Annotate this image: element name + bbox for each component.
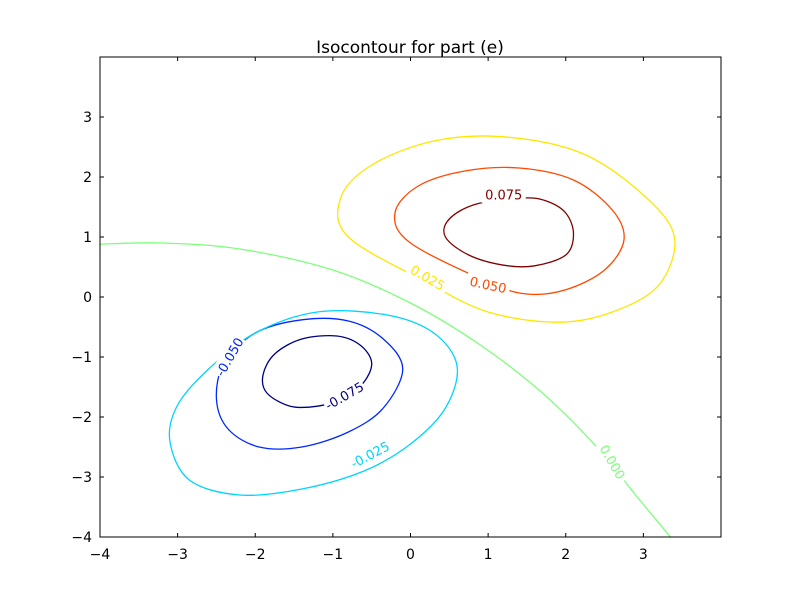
contour-line-0.075	[443, 197, 575, 268]
y-tick-label: 2	[83, 170, 92, 186]
contour-label--0.075: -0.075	[323, 380, 367, 414]
contour-lines	[100, 135, 676, 537]
x-tick-label: −2	[245, 547, 266, 563]
y-tick-label: 1	[83, 230, 92, 246]
x-axis-ticks: −4 −3 −2 −1 0 1 2 3	[90, 57, 648, 563]
contour-line--0.025	[168, 310, 459, 496]
contour-line-0.025	[336, 135, 676, 323]
contour-line-0.050	[393, 166, 625, 296]
contour-label--0.025: -0.025	[349, 439, 393, 472]
contour-label-0.050: 0.050	[468, 275, 508, 297]
contour-label--0.050: -0.050	[213, 336, 247, 380]
x-tick-label: 2	[561, 547, 570, 563]
x-tick-label: −3	[167, 547, 188, 563]
y-axis-ticks: −4 −3 −2 −1 0 1 2 3	[71, 110, 721, 546]
y-tick-label: −4	[71, 530, 92, 546]
x-tick-label: 0	[406, 547, 415, 563]
y-tick-label: −1	[71, 350, 92, 366]
y-tick-label: 0	[83, 290, 92, 306]
axes-frame	[99, 56, 722, 538]
x-tick-label: 3	[639, 547, 648, 563]
x-tick-label: −1	[323, 547, 344, 563]
chart-title: Isocontour for part (e)	[316, 38, 504, 58]
y-tick-label: −3	[71, 470, 92, 486]
x-tick-label: −4	[90, 547, 111, 563]
x-tick-label: 1	[484, 547, 493, 563]
contour-line-0.000	[100, 242, 672, 537]
y-tick-label: −2	[71, 410, 92, 426]
y-tick-label: 3	[83, 110, 92, 126]
contour-line--0.050	[215, 317, 404, 450]
contour-label-0.075: 0.075	[485, 189, 522, 204]
